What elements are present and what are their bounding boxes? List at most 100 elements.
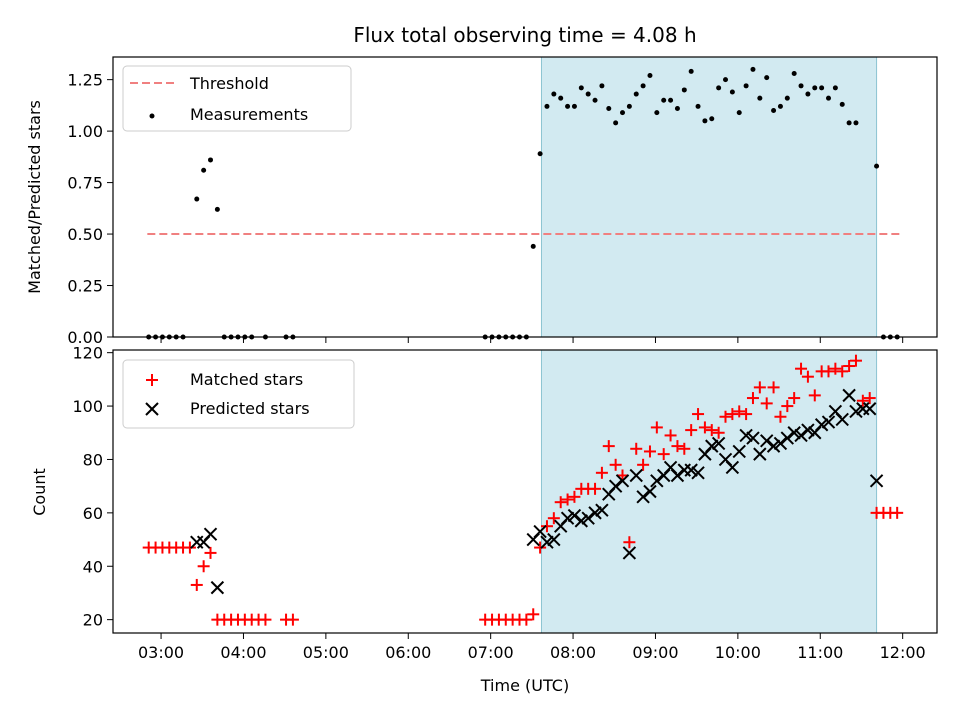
- data-point: [259, 613, 272, 626]
- data-point: [558, 95, 564, 101]
- x-tick-label: 10:00: [715, 643, 761, 662]
- data-point: [561, 493, 574, 506]
- data-point: [753, 381, 766, 394]
- data-point: [650, 474, 664, 488]
- data-point: [746, 431, 760, 445]
- data-point: [647, 73, 653, 79]
- data-point: [671, 440, 684, 453]
- data-point: [757, 95, 763, 101]
- data-point: [853, 120, 859, 126]
- data-point: [711, 436, 726, 451]
- y-tick-label: 0.00: [67, 328, 103, 347]
- data-point: [822, 365, 835, 378]
- data-point: [874, 163, 880, 169]
- data-point: [547, 532, 561, 547]
- data-point: [636, 490, 650, 504]
- y-tick-label: 80: [83, 450, 103, 469]
- data-point: [643, 445, 656, 458]
- top-axes: 0.00 0.25 0.50 0.75 1.00 1.25 Matched/Predict…: [25, 56, 938, 347]
- data-point: [805, 91, 811, 97]
- shaded-region: [540, 349, 878, 634]
- data-point: [774, 410, 787, 423]
- data-point: [808, 389, 821, 402]
- shaded-region: [540, 56, 878, 338]
- data-point: [640, 83, 646, 89]
- data-point: [767, 381, 780, 394]
- legend-predicted-label: Predicted stars: [190, 399, 310, 418]
- data-point: [891, 506, 904, 519]
- data-point: [585, 91, 591, 97]
- data-point: [643, 484, 657, 499]
- data-point: [626, 103, 632, 109]
- data-point: [753, 447, 767, 461]
- data-point: [286, 613, 299, 626]
- data-point: [846, 120, 852, 126]
- data-point: [540, 520, 553, 533]
- x-tick-label: 07:00: [468, 643, 514, 662]
- data-point: [740, 408, 753, 421]
- data-point: [829, 362, 842, 375]
- data-point: [849, 354, 862, 367]
- y-tick-label: 0.25: [67, 277, 103, 296]
- x-tick-label: 12:00: [880, 643, 926, 662]
- data-point: [201, 167, 207, 173]
- data-point: [719, 410, 732, 423]
- x-tick-label: 06:00: [385, 643, 431, 662]
- data-point: [814, 418, 829, 432]
- data-point: [571, 103, 577, 109]
- data-point: [629, 468, 643, 483]
- bottom-legend-box: [122, 359, 355, 429]
- data-point: [599, 83, 605, 89]
- top-legend-box: [122, 65, 352, 132]
- data-point: [723, 77, 729, 83]
- y-tick-label: 60: [83, 504, 103, 523]
- data-point: [791, 70, 797, 76]
- data-point: [784, 95, 790, 101]
- y-tick-label: 0.50: [67, 225, 103, 244]
- data-point: [819, 85, 825, 91]
- data-point: [839, 101, 845, 107]
- data-point: [780, 431, 795, 445]
- data-point: [733, 405, 746, 418]
- data-point: [771, 108, 777, 114]
- data-point: [608, 479, 623, 493]
- data-point: [702, 118, 708, 124]
- data-point: [197, 560, 210, 573]
- data-point: [842, 388, 856, 403]
- data-point: [750, 66, 756, 72]
- data-point: [801, 423, 815, 437]
- data-point: [732, 444, 746, 459]
- y-tick-label: 120: [72, 344, 103, 363]
- data-point: [567, 508, 582, 523]
- data-point: [520, 613, 533, 626]
- bottom-axes-frame: [112, 349, 938, 634]
- data-point: [794, 428, 808, 443]
- data-point: [547, 512, 560, 525]
- data-point: [657, 448, 670, 461]
- data-point: [565, 103, 571, 109]
- y-tick-label: 0.75: [67, 174, 103, 193]
- data-point: [760, 397, 773, 410]
- data-point: [203, 527, 218, 541]
- data-point: [588, 506, 602, 520]
- data-point: [664, 429, 677, 442]
- bottom-axes: 03:00 04:00 05:00 06:00 07:00 08:00 09:00 10:00…: [30, 344, 938, 695]
- data-point: [781, 400, 794, 413]
- top-y-axis-label: Matched/Predicted stars: [25, 100, 44, 294]
- data-point: [685, 424, 698, 437]
- data-point: [210, 580, 225, 595]
- data-point: [620, 110, 626, 116]
- data-point: [670, 468, 685, 483]
- data-point: [801, 370, 814, 383]
- data-point: [766, 439, 781, 453]
- data-point: [551, 91, 557, 97]
- data-point: [788, 392, 801, 405]
- data-point: [678, 442, 691, 455]
- x-axis-label: Time (UTC): [480, 676, 569, 695]
- data-point: [746, 392, 759, 405]
- data-point: [574, 514, 589, 528]
- data-point: [688, 68, 694, 74]
- legend-measurements-label: Measurements: [190, 105, 308, 124]
- data-point: [716, 85, 722, 91]
- data-point: [743, 83, 749, 89]
